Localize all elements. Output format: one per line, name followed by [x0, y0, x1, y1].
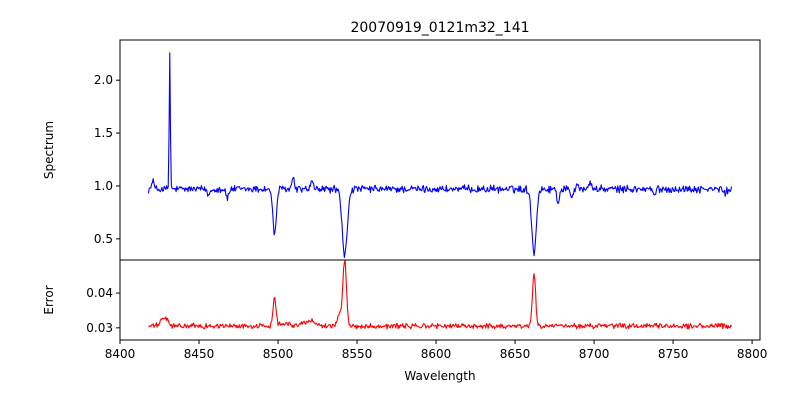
- x-ticks: 8400 8450 8500 8550 8600 8650 8700 8750 8800: [105, 340, 768, 361]
- spectrum-y-tick-label: 1.5: [94, 126, 113, 140]
- x-tick-label: 8800: [737, 347, 768, 361]
- error-series: [148, 259, 733, 330]
- x-tick-label: 8750: [658, 347, 689, 361]
- error-y-axis-label: Error: [42, 285, 56, 314]
- x-tick-label: 8550: [342, 347, 373, 361]
- chart-title: 20070919_0121m32_141: [350, 20, 529, 36]
- spectrum-panel: 0.5 1.0 1.5 2.0 Spectrum: [42, 39, 761, 261]
- x-tick-label: 8400: [105, 347, 136, 361]
- x-tick-label: 8650: [500, 347, 531, 361]
- error-y-tick-label: 0.03: [86, 321, 113, 335]
- error-axes-frame: [119, 259, 761, 341]
- spectrum-y-axis-label: Spectrum: [42, 121, 56, 179]
- error-y-ticks: 0.03 0.04: [86, 286, 120, 335]
- error-y-tick-label: 0.04: [86, 286, 113, 300]
- spectrum-y-ticks: 0.5 1.0 1.5 2.0: [94, 73, 120, 246]
- x-tick-label: 8600: [421, 347, 452, 361]
- x-tick-label: 8450: [184, 347, 215, 361]
- x-axis-label: Wavelength: [404, 369, 475, 383]
- spectrum-line: [147, 52, 733, 259]
- x-tick-label: 8700: [579, 347, 610, 361]
- error-line: [148, 259, 733, 330]
- spectrum-y-tick-label: 0.5: [94, 232, 113, 246]
- spectrum-y-tick-label: 1.0: [94, 179, 113, 193]
- spectrum-series: [147, 52, 733, 259]
- x-tick-label: 8500: [263, 347, 294, 361]
- spectrum-y-tick-label: 2.0: [94, 73, 113, 87]
- error-panel: 0.03 0.04 8400 8450 8500 8550 8600 8650 8700 875…: [42, 259, 768, 361]
